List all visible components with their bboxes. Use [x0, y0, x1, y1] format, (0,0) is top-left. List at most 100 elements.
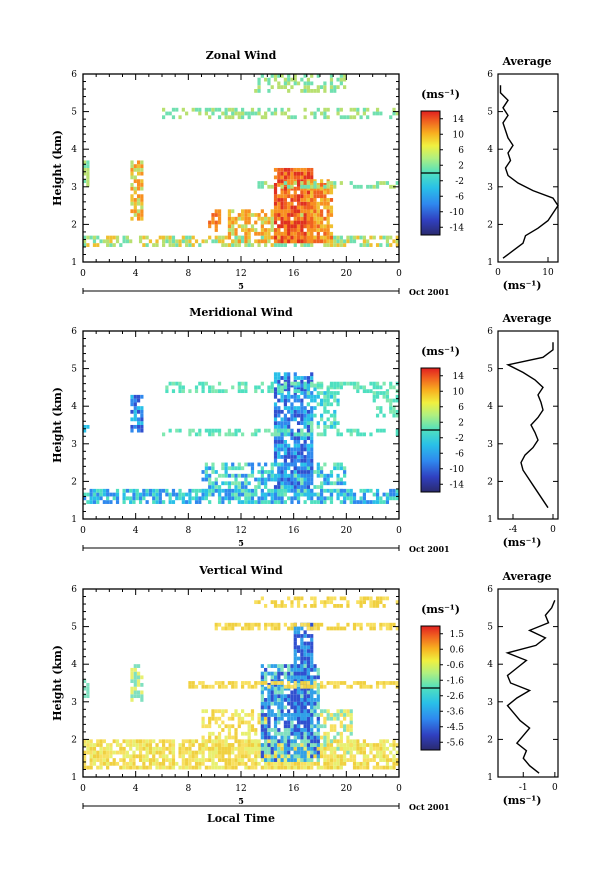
heatmap-cell	[356, 743, 360, 747]
heatmap-cell	[283, 243, 287, 247]
heatmap-cell	[83, 679, 87, 683]
heatmap-cell	[306, 466, 311, 471]
heatmap-cell	[303, 698, 307, 702]
heatmap-cell	[300, 656, 304, 661]
heatmap-cell	[264, 667, 268, 672]
heatmap-cell	[204, 739, 208, 744]
heatmap-cell	[333, 381, 337, 386]
heatmap-cell	[244, 243, 248, 247]
heatmap-cell	[158, 500, 162, 504]
heatmap-cell	[217, 220, 222, 225]
heatmap-cell	[283, 216, 287, 221]
heatmap-cell	[247, 622, 251, 627]
heatmap-cell	[339, 626, 343, 631]
heatmap-cell	[277, 73, 281, 78]
heatmap-cell	[306, 698, 311, 702]
heatmap-cell	[227, 481, 232, 486]
y-tick-label: 1	[71, 773, 77, 783]
heatmap-cell	[329, 213, 334, 217]
heatmap-cell	[366, 243, 370, 247]
heatmap-cell	[320, 600, 324, 605]
heatmap-cell	[366, 389, 370, 394]
heatmap-cell	[264, 746, 268, 751]
heatmap-cell	[362, 107, 366, 112]
heatmap-cell	[280, 477, 284, 482]
heatmap-cell	[372, 385, 376, 390]
heatmap-cell	[224, 724, 228, 729]
heatmap-cell	[310, 421, 314, 425]
heatmap-cell	[109, 235, 113, 240]
heatmap-cell	[346, 428, 350, 433]
heatmap-cell	[247, 473, 251, 478]
heatmap-cell	[300, 205, 304, 210]
heatmap-cell	[290, 473, 294, 478]
heatmap-cell	[188, 492, 192, 497]
heatmap-cell	[300, 694, 304, 699]
heatmap-cell	[310, 641, 314, 646]
heatmap-cell	[244, 488, 248, 493]
heatmap-cell	[320, 391, 324, 395]
heatmap-cell	[185, 111, 189, 116]
heatmap-cell	[320, 765, 324, 770]
heatmap-cell	[385, 739, 390, 744]
y-tick-label: 1	[71, 515, 77, 525]
heatmap-cell	[320, 684, 324, 689]
heatmap-cell	[333, 417, 337, 422]
date-day-label: 5	[238, 281, 244, 291]
heatmap-cell	[296, 682, 301, 687]
heatmap-cell	[349, 488, 353, 493]
heatmap-cell	[277, 440, 281, 444]
heatmap-cell	[310, 428, 314, 433]
heatmap-cell	[231, 473, 235, 478]
heatmap-cell	[287, 224, 291, 229]
heatmap-cell	[329, 73, 334, 78]
heatmap-cell	[201, 470, 205, 474]
heatmap-cell	[296, 720, 301, 725]
heatmap-cell	[320, 209, 324, 214]
x-tick-label: 0	[80, 526, 86, 536]
heatmap-cell	[260, 694, 264, 699]
heatmap-cell	[270, 389, 274, 394]
heatmap-cell	[234, 713, 238, 717]
heatmap-cell	[241, 466, 245, 471]
heatmap-cell	[303, 660, 307, 665]
heatmap-cell	[306, 694, 311, 699]
heatmap-cell	[290, 201, 294, 206]
heatmap-cell	[273, 735, 278, 740]
heatmap-cell	[130, 209, 134, 214]
heatmap-cell	[303, 750, 307, 755]
heatmap-cell	[135, 739, 139, 744]
heatmap-cell	[277, 81, 281, 86]
heatmap-cell	[352, 184, 357, 189]
heatmap-cell	[343, 724, 347, 729]
heatmap-cell	[310, 664, 314, 668]
heatmap-cell	[296, 179, 301, 184]
heatmap-cell	[306, 667, 311, 672]
heatmap-cell	[119, 243, 123, 247]
heatmap-cell	[320, 190, 324, 195]
heatmap-cell	[316, 231, 320, 236]
heatmap-cell	[306, 383, 311, 388]
heatmap-cell	[392, 754, 396, 759]
heatmap-cell	[389, 243, 393, 247]
heatmap-cell	[136, 394, 141, 399]
heatmap-cell	[270, 713, 274, 717]
heatmap-cell	[250, 724, 255, 729]
heatmap-cell	[140, 205, 144, 210]
heatmap-cell	[300, 224, 304, 229]
heatmap-cell	[303, 473, 307, 478]
heatmap-cell	[290, 417, 294, 422]
heatmap-cell	[162, 115, 166, 120]
heatmap-cell	[140, 186, 144, 191]
heatmap-cell	[316, 667, 320, 672]
heatmap-cell	[323, 477, 327, 482]
heatmap-cell	[142, 746, 146, 751]
heatmap-cell	[224, 111, 228, 116]
heatmap-cell	[300, 432, 304, 437]
heatmap-cell	[217, 754, 222, 759]
heatmap-cell	[244, 224, 248, 229]
heatmap-cell	[356, 746, 360, 751]
heatmap-cell	[264, 462, 268, 467]
heatmap-cell	[204, 746, 208, 751]
heatmap-cell	[283, 485, 287, 489]
